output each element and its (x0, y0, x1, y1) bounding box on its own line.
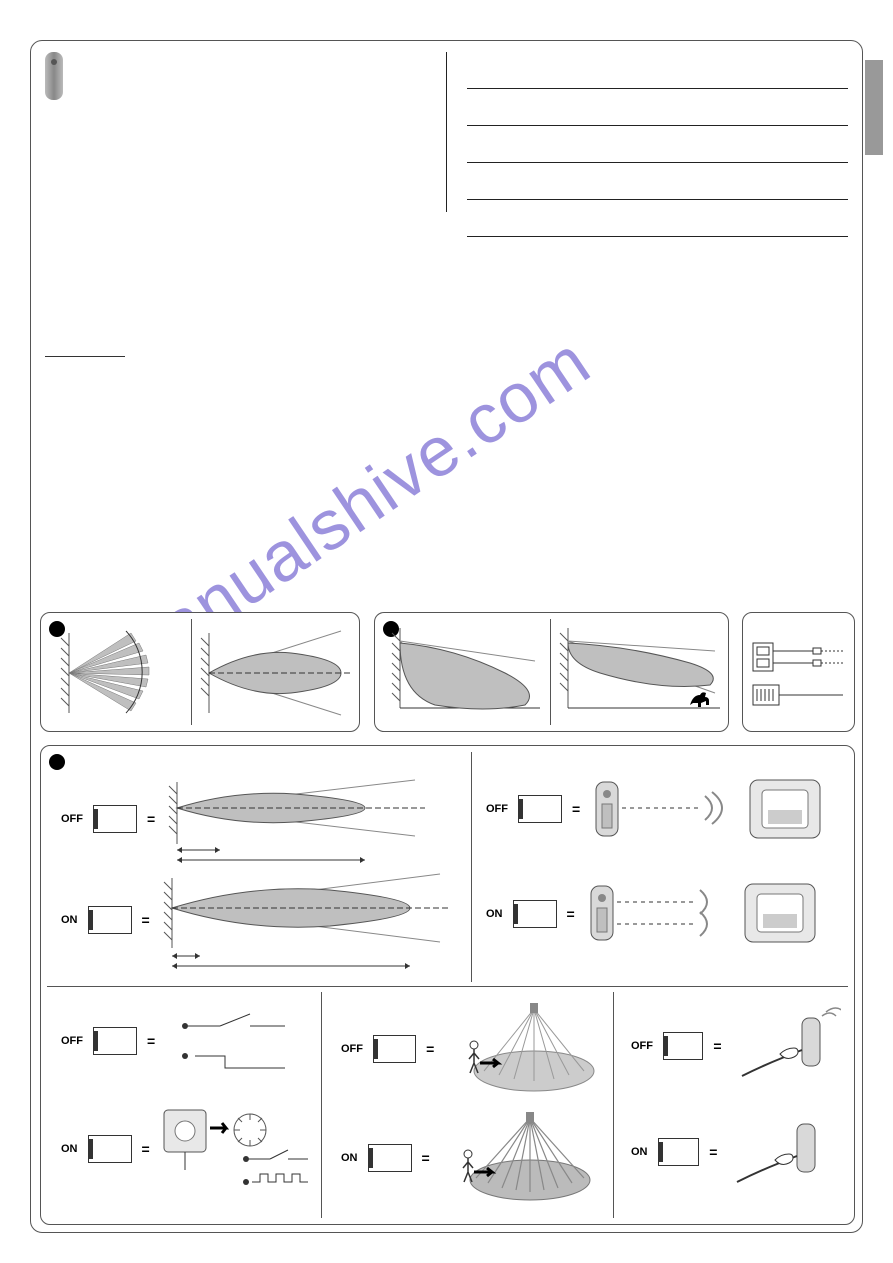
equals: = (426, 1041, 434, 1057)
div-d-v2 (321, 992, 322, 1218)
off-label: OFF (486, 803, 508, 815)
equals: = (572, 801, 580, 817)
div-d-v1 (471, 752, 472, 982)
dip-switch-icon (88, 1135, 132, 1163)
col-right (467, 52, 848, 382)
curtain-off-icon (444, 1001, 601, 1096)
div-d-h (47, 986, 848, 987)
panel-lens-orientation (40, 612, 360, 732)
bullet-icon (49, 754, 65, 770)
cell-range-teardrop: OFF = ON = (61, 774, 461, 970)
tamper-on-icon (727, 1112, 841, 1192)
equals: = (147, 1033, 155, 1049)
on-label: ON (61, 914, 78, 926)
contact-step-icon (165, 1006, 295, 1076)
dip-switch-icon (93, 805, 137, 833)
off-label: OFF (61, 1035, 83, 1047)
rf-double-icon (585, 874, 835, 954)
equals: = (709, 1144, 717, 1160)
off-label: OFF (631, 1040, 653, 1052)
siren-pulse-icon (160, 1104, 310, 1194)
side-tab (865, 60, 883, 155)
dip-switch-icon (518, 795, 562, 823)
tamper-off-icon (732, 1006, 841, 1086)
off-label: OFF (341, 1043, 363, 1055)
cell-tamper: OFF = ON = (631, 1006, 841, 1192)
dip-switch-icon (663, 1032, 703, 1060)
equals: = (713, 1038, 721, 1054)
side-profile-low-icon (375, 613, 550, 733)
dip-switch-icon (658, 1138, 700, 1166)
panel-wiring (742, 612, 855, 732)
underline (45, 356, 125, 357)
on-label: ON (61, 1143, 78, 1155)
dip-switch-icon (368, 1144, 412, 1172)
on-label: ON (631, 1146, 648, 1158)
cell-curtain: OFF = ON = (341, 1001, 601, 1205)
cell-rf-link: OFF = ON = (486, 774, 846, 954)
teardrop-off-diagram-icon (165, 774, 445, 864)
panel-dip-settings: OFF = ON = (40, 745, 855, 1225)
on-label: ON (486, 908, 503, 920)
equals: = (142, 912, 150, 928)
dip-switch-icon (513, 900, 557, 928)
wiring-diagram-icon (743, 613, 856, 733)
header-columns (45, 52, 848, 382)
div-d-v3 (613, 992, 614, 1218)
dip-switch-icon (93, 1027, 137, 1055)
col-divider (446, 52, 447, 212)
teardrop-top-icon (191, 613, 361, 733)
curtain-on-icon (440, 1110, 600, 1205)
panel-coverage-side (374, 612, 729, 732)
blank-lines (467, 88, 848, 237)
col-left (45, 52, 426, 382)
cell-output-mode: OFF = ON = (61, 1006, 311, 1194)
sensor-device-icon (45, 52, 63, 100)
equals: = (567, 906, 575, 922)
equals: = (147, 811, 155, 827)
side-profile-high-icon (550, 613, 730, 733)
rf-single-icon (590, 774, 840, 844)
fan-diagram-icon (41, 613, 191, 733)
on-label: ON (341, 1152, 358, 1164)
teardrop-on-diagram-icon (160, 870, 460, 970)
off-label: OFF (61, 813, 83, 825)
equals: = (142, 1141, 150, 1157)
dip-switch-icon (373, 1035, 416, 1063)
equals: = (422, 1150, 430, 1166)
dip-switch-icon (88, 906, 132, 934)
